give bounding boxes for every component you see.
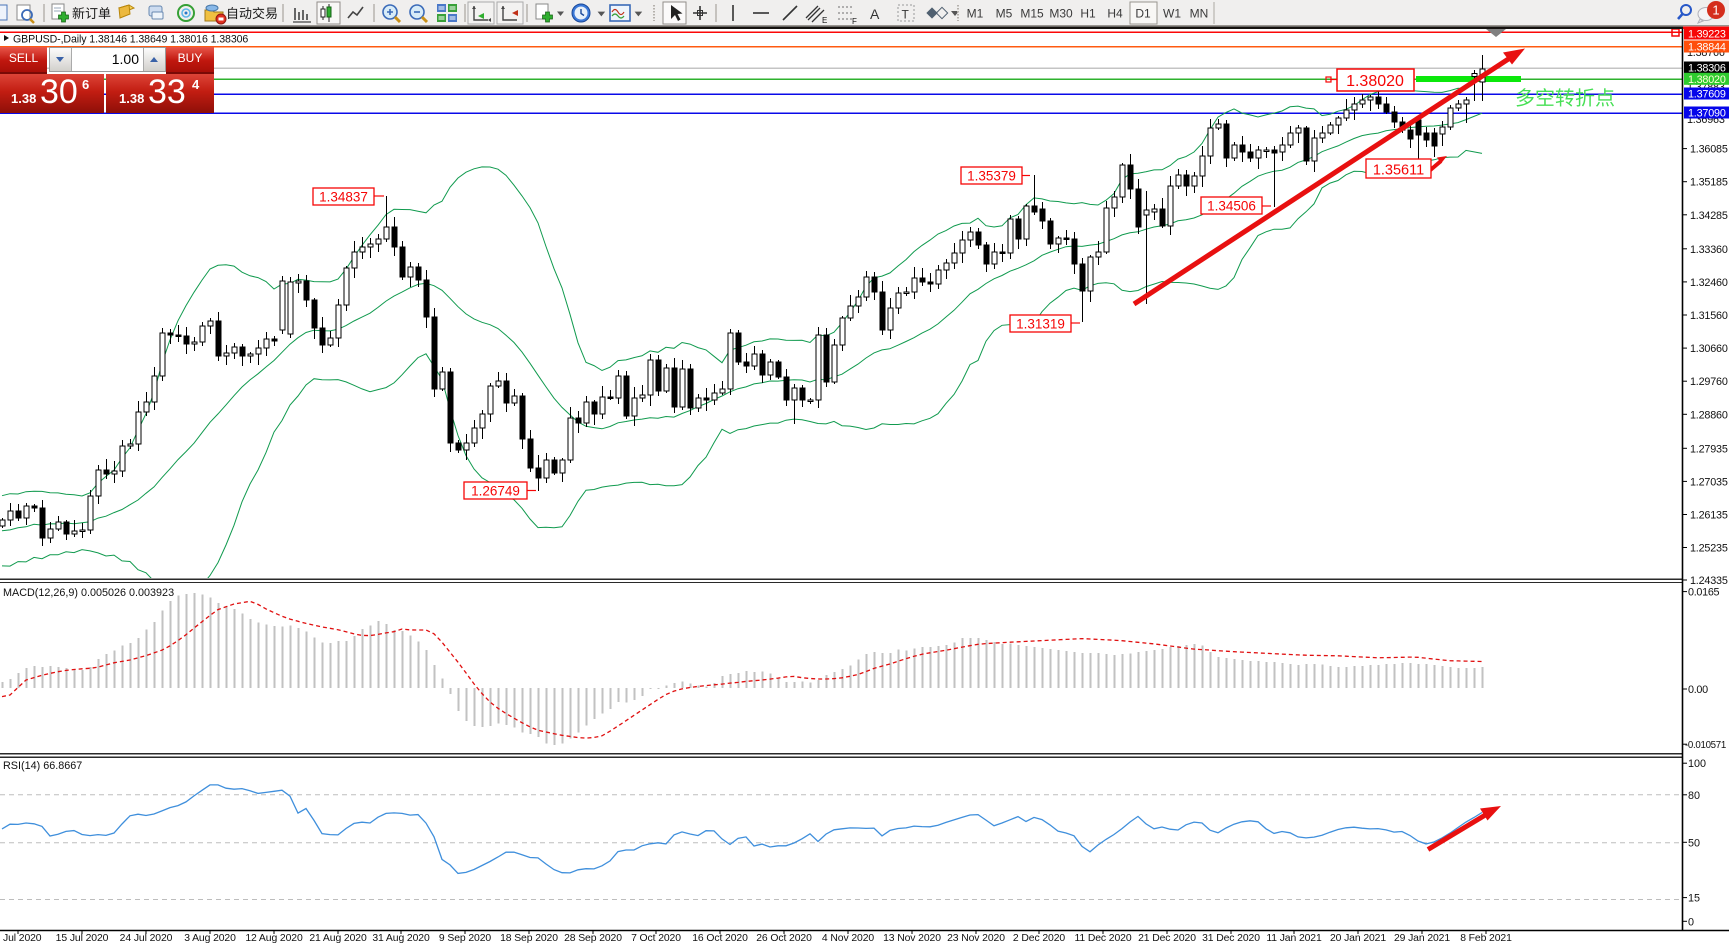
- svg-text:MACD(12,26,9) 0.005026 0.00392: MACD(12,26,9) 0.005026 0.003923: [3, 587, 174, 599]
- svg-text:2 Dec 2020: 2 Dec 2020: [1013, 933, 1065, 944]
- svg-text:13 Nov 2020: 13 Nov 2020: [883, 933, 941, 944]
- svg-text:MN: MN: [1190, 7, 1209, 21]
- svg-text:T: T: [902, 8, 910, 22]
- svg-text:F: F: [852, 17, 857, 26]
- svg-text:1.31319: 1.31319: [1016, 317, 1065, 332]
- svg-text:11 Dec 2020: 11 Dec 2020: [1074, 933, 1131, 944]
- svg-text:50: 50: [1688, 837, 1700, 849]
- svg-text:1.26749: 1.26749: [471, 484, 520, 499]
- svg-text:12 Aug 2020: 12 Aug 2020: [245, 933, 303, 944]
- svg-text:8 Feb 2021: 8 Feb 2021: [1460, 933, 1512, 944]
- svg-text:24 Jul 2020: 24 Jul 2020: [120, 933, 173, 944]
- svg-text:28 Sep 2020: 28 Sep 2020: [564, 933, 622, 944]
- svg-text:1.30660: 1.30660: [1690, 343, 1728, 355]
- svg-text:1.38020: 1.38020: [1346, 73, 1404, 90]
- svg-text:GBPUSD-,Daily 1.38146 1.38649: GBPUSD-,Daily 1.38146 1.38649 1.38016 1.…: [13, 34, 248, 46]
- svg-text:1.33360: 1.33360: [1690, 244, 1728, 256]
- svg-text:1.36085: 1.36085: [1690, 144, 1728, 156]
- svg-text:1.29760: 1.29760: [1690, 376, 1728, 388]
- svg-text:9 Sep 2020: 9 Sep 2020: [439, 933, 491, 944]
- svg-text:M1: M1: [967, 7, 984, 21]
- svg-text:4 Nov 2020: 4 Nov 2020: [822, 933, 874, 944]
- svg-text:E: E: [822, 16, 827, 25]
- svg-text:1.32460: 1.32460: [1690, 277, 1728, 289]
- svg-text:15 Jul 2020: 15 Jul 2020: [56, 933, 109, 944]
- svg-text:21 Aug 2020: 21 Aug 2020: [309, 933, 367, 944]
- svg-text:H4: H4: [1107, 7, 1123, 21]
- svg-text:1.37090: 1.37090: [1688, 108, 1726, 120]
- svg-text:0.0165: 0.0165: [1688, 587, 1720, 599]
- svg-text:M5: M5: [996, 7, 1013, 21]
- svg-text:16 Oct 2020: 16 Oct 2020: [692, 933, 748, 944]
- svg-text:A: A: [870, 6, 880, 22]
- svg-text:1.26135: 1.26135: [1690, 510, 1728, 522]
- svg-text:1.27935: 1.27935: [1690, 443, 1728, 455]
- svg-text:1.35185: 1.35185: [1690, 177, 1728, 189]
- svg-text:6 Jul 2020: 6 Jul 2020: [0, 933, 42, 944]
- svg-text:1: 1: [1712, 3, 1719, 18]
- svg-text:1.27035: 1.27035: [1690, 476, 1728, 488]
- svg-text:31 Dec 2020: 31 Dec 2020: [1202, 933, 1260, 944]
- svg-text:1.25235: 1.25235: [1690, 543, 1728, 555]
- svg-text:M30: M30: [1049, 7, 1073, 21]
- svg-text:1.37609: 1.37609: [1688, 89, 1726, 101]
- svg-text:0.00: 0.00: [1688, 684, 1708, 696]
- svg-text:M15: M15: [1020, 7, 1044, 21]
- svg-text:1.34506: 1.34506: [1207, 199, 1256, 214]
- svg-text:-0.010571: -0.010571: [1685, 740, 1726, 751]
- svg-text:1.28860: 1.28860: [1690, 409, 1728, 421]
- svg-text:80: 80: [1688, 790, 1700, 802]
- svg-text:20 Jan 2021: 20 Jan 2021: [1330, 933, 1386, 944]
- svg-text:18 Sep 2020: 18 Sep 2020: [500, 933, 558, 944]
- svg-text:1.38306: 1.38306: [1688, 63, 1726, 75]
- svg-text:W1: W1: [1163, 7, 1181, 21]
- svg-text:1.39223: 1.39223: [1688, 29, 1726, 41]
- svg-text:1.35611: 1.35611: [1373, 163, 1424, 179]
- svg-text:11 Jan 2021: 11 Jan 2021: [1266, 933, 1322, 944]
- svg-text:31 Aug 2020: 31 Aug 2020: [372, 933, 430, 944]
- svg-text:H1: H1: [1080, 7, 1096, 21]
- svg-text:1.34285: 1.34285: [1690, 210, 1728, 222]
- svg-text:0: 0: [1688, 916, 1694, 928]
- svg-text:26 Oct 2020: 26 Oct 2020: [756, 933, 812, 944]
- svg-text:1.38020: 1.38020: [1688, 74, 1726, 86]
- svg-text:1.38844: 1.38844: [1688, 42, 1726, 54]
- svg-text:100: 100: [1688, 758, 1706, 770]
- svg-text:3 Aug 2020: 3 Aug 2020: [184, 933, 236, 944]
- svg-text:1.35379: 1.35379: [967, 169, 1016, 184]
- svg-text:29 Jan 2021: 29 Jan 2021: [1394, 933, 1450, 944]
- svg-text:D1: D1: [1135, 7, 1151, 21]
- svg-text:1.34837: 1.34837: [319, 190, 368, 205]
- svg-text:RSI(14) 66.8667: RSI(14) 66.8667: [3, 760, 82, 772]
- svg-text:1.24335: 1.24335: [1690, 575, 1728, 587]
- svg-text:23 Nov 2020: 23 Nov 2020: [947, 933, 1005, 944]
- svg-text:1.31560: 1.31560: [1690, 310, 1728, 322]
- svg-text:15: 15: [1688, 893, 1700, 905]
- svg-text:21 Dec 2020: 21 Dec 2020: [1138, 933, 1196, 944]
- svg-text:7 Oct 2020: 7 Oct 2020: [631, 933, 681, 944]
